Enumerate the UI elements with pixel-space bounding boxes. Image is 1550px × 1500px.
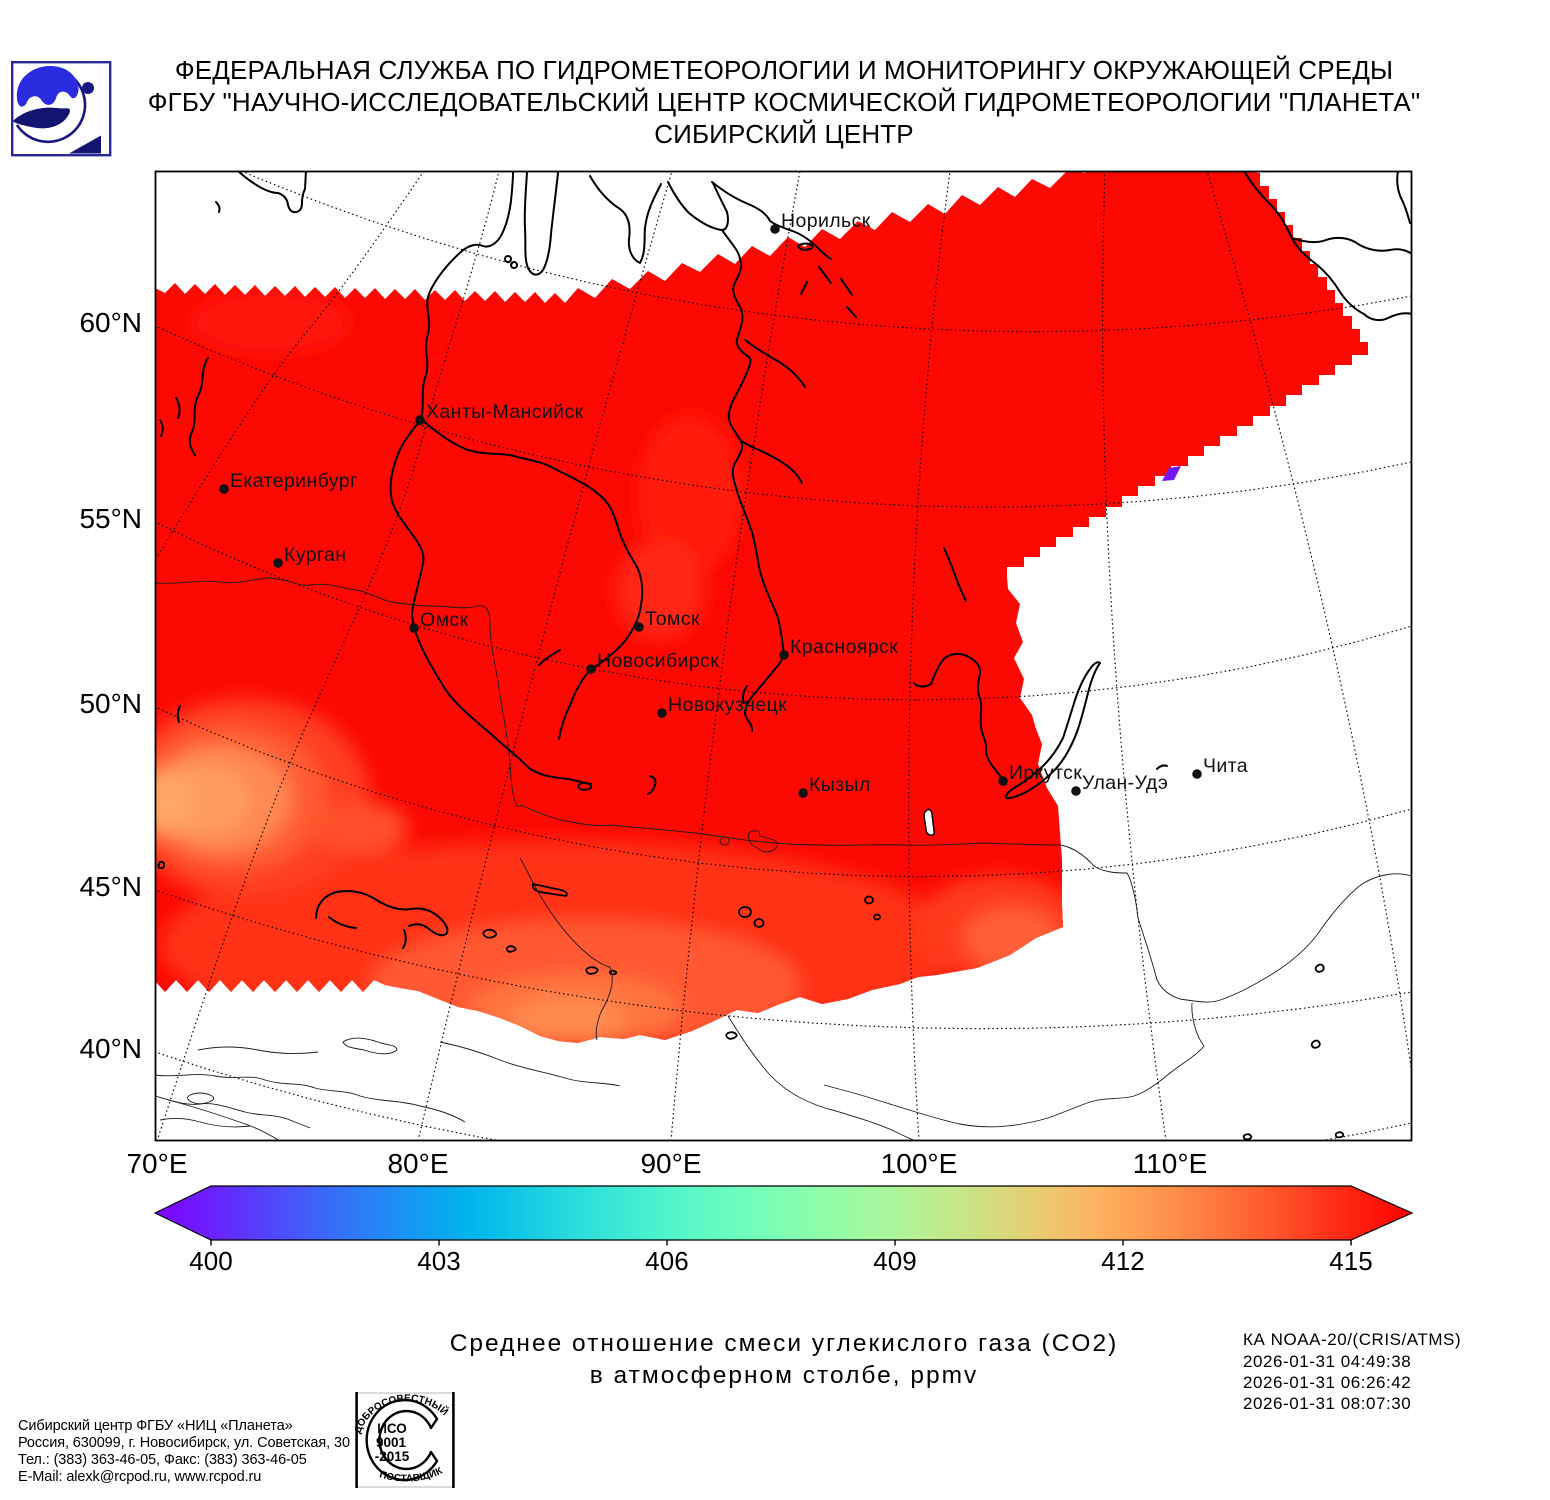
svg-text:Ханты-Мансийск: Ханты-Мансийск	[426, 401, 584, 423]
svg-text:Омск: Омск	[420, 609, 469, 631]
svg-text:Иркутск: Иркутск	[1009, 762, 1082, 784]
svg-text:ИСО: ИСО	[377, 1421, 407, 1436]
svg-text:-2015: -2015	[375, 1449, 410, 1464]
svg-text:Екатеринбург: Екатеринбург	[230, 470, 357, 492]
svg-text:Норильск: Норильск	[781, 210, 871, 232]
svg-text:Новокузнецк: Новокузнецк	[668, 694, 787, 716]
svg-text:Улан-Удэ: Улан-Удэ	[1082, 772, 1168, 794]
svg-text:Новосибирск: Новосибирск	[597, 650, 719, 672]
svg-text:Курган: Курган	[284, 544, 346, 566]
svg-text:Красноярск: Красноярск	[790, 636, 898, 658]
svg-text:Томск: Томск	[645, 608, 700, 630]
svg-text:9001: 9001	[376, 1435, 407, 1450]
svg-text:Чита: Чита	[1203, 755, 1248, 777]
svg-text:Кызыл: Кызыл	[809, 774, 871, 796]
